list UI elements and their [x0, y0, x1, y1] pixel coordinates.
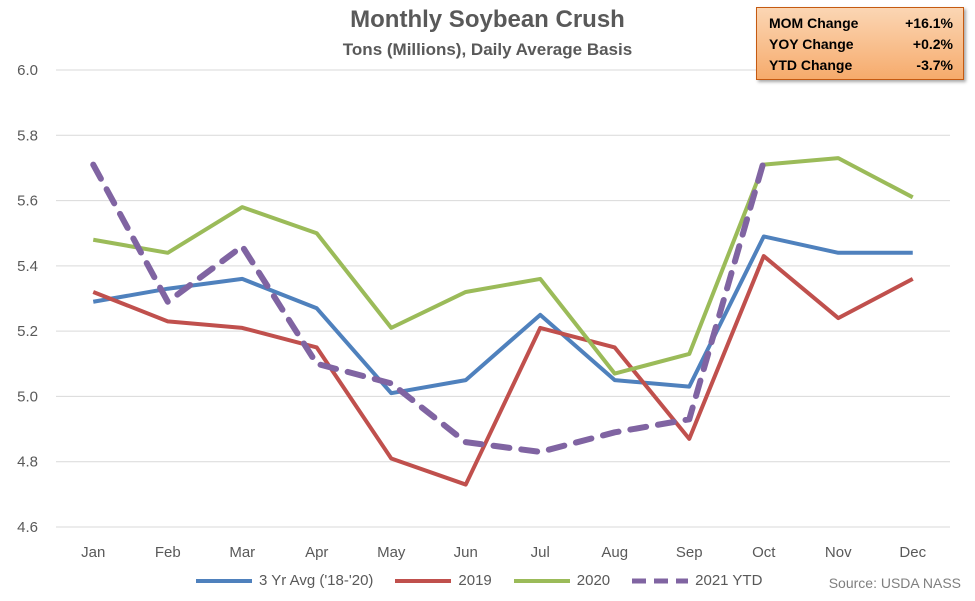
x-tick-label: Feb — [155, 544, 181, 561]
legend-item-3yr-avg: 3 Yr Avg ('18-'20) — [196, 572, 373, 589]
legend-label: 2020 — [576, 572, 611, 589]
y-tick-label: 4.6 — [17, 519, 38, 536]
chart-subtitle: Tons (Millions), Daily Average Basis — [342, 40, 633, 59]
legend-item-2019: 2019 — [395, 572, 492, 589]
series-line-2020 — [92, 156, 914, 376]
y-tick-label: 5.8 — [17, 127, 38, 144]
y-tick-label: 5.2 — [17, 323, 38, 340]
x-tick-label: Jan — [81, 544, 105, 561]
chart-title: Monthly Soybean Crush — [350, 6, 625, 33]
x-tick-label: Oct — [752, 544, 776, 561]
x-tick-label: Jul — [531, 544, 550, 561]
x-tick-label: Dec — [899, 544, 926, 561]
series-line-3-yr-avg-18-20 — [92, 234, 913, 396]
x-tick-label: Apr — [305, 544, 328, 561]
legend-item-2021-ytd: 2021 YTD — [632, 572, 762, 589]
x-tick-label: May — [377, 544, 406, 561]
x-tick-label: Aug — [601, 544, 628, 561]
x-tick-label: Mar — [229, 544, 255, 561]
stat-row-ytd: YTD Change -3.7% — [769, 55, 953, 76]
legend-label: 2019 — [458, 572, 492, 589]
legend-swatch-3yr-avg — [196, 578, 252, 583]
legend: 3 Yr Avg ('18-'20) 2019 2020 2021 YTD — [196, 572, 784, 589]
stat-value: +16.1% — [905, 15, 953, 31]
y-tick-label: 4.8 — [17, 454, 38, 471]
y-tick-label: 5.6 — [17, 193, 38, 210]
x-tick-label: Jun — [454, 544, 478, 561]
y-tick-label: 5.0 — [17, 388, 38, 405]
legend-item-2020: 2020 — [513, 572, 611, 589]
stat-value: -3.7% — [916, 57, 953, 73]
legend-swatch-2019 — [395, 578, 452, 583]
y-tick-label: 5.4 — [17, 258, 38, 275]
series-line-2019 — [92, 254, 914, 487]
stats-box: MOM Change +16.1% YOY Change +0.2% YTD C… — [756, 7, 964, 80]
x-tick-label: Nov — [825, 544, 852, 561]
stat-value: +0.2% — [912, 36, 953, 52]
stat-label: YOY Change — [769, 36, 854, 52]
series-line-2021-ytd — [90, 158, 767, 455]
x-tick-label: Sep — [676, 544, 703, 561]
legend-swatch-2021-ytd — [632, 578, 689, 583]
legend-label: 2021 YTD — [695, 572, 763, 589]
stat-label: YTD Change — [769, 57, 853, 73]
legend-swatch-2020 — [513, 578, 570, 583]
stat-label: MOM Change — [769, 15, 859, 31]
stat-row-yoy: YOY Change +0.2% — [769, 34, 953, 55]
legend-label: 3 Yr Avg ('18-'20) — [259, 572, 374, 589]
source-note: Source: USDA NASS — [828, 575, 961, 591]
stat-row-mom: MOM Change +16.1% — [769, 13, 953, 34]
y-tick-label: 6.0 — [17, 62, 38, 79]
